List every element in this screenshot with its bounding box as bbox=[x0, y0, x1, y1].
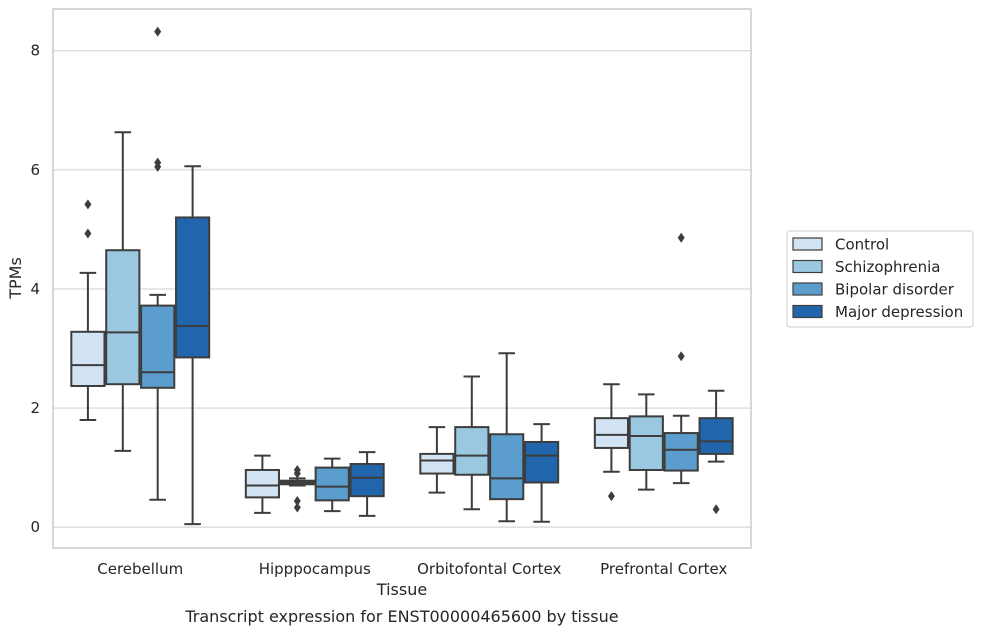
box-1-0 bbox=[105, 131, 141, 452]
box-groups bbox=[70, 26, 734, 526]
box-0-3 bbox=[593, 383, 629, 502]
y-tick-label: 0 bbox=[30, 518, 40, 536]
legend-label: Major depression bbox=[835, 303, 963, 321]
y-axis-title: TPMs bbox=[6, 257, 25, 300]
box-2-0 bbox=[140, 26, 176, 501]
box-3-1 bbox=[349, 451, 385, 517]
legend-swatch bbox=[792, 259, 823, 274]
y-tick-label: 2 bbox=[30, 399, 40, 417]
box-2-2 bbox=[489, 352, 525, 523]
chart-caption: Transcript expression for ENST0000046560… bbox=[184, 607, 618, 626]
box-iqr bbox=[244, 468, 280, 499]
box-iqr bbox=[105, 249, 141, 386]
y-tick-label: 4 bbox=[30, 280, 40, 298]
box-3-0 bbox=[175, 165, 211, 526]
box-1-3 bbox=[628, 393, 664, 491]
box-iqr bbox=[663, 432, 699, 472]
box-iqr bbox=[314, 466, 350, 502]
box-1-2 bbox=[454, 375, 490, 511]
x-axis-title: Tissue bbox=[376, 580, 427, 599]
box-iqr bbox=[349, 463, 385, 498]
box-iqr bbox=[489, 433, 525, 501]
y-tick-label: 8 bbox=[30, 42, 40, 60]
box-3-3 bbox=[698, 389, 734, 515]
legend-label: Control bbox=[835, 236, 889, 254]
legend-swatch bbox=[792, 304, 823, 319]
box-iqr bbox=[454, 426, 490, 476]
legend-label: Bipolar disorder bbox=[835, 281, 955, 299]
outlier-point bbox=[154, 157, 162, 168]
box-0-1 bbox=[244, 454, 280, 514]
x-tick-labels: Cerebellum Hipppocampus Orbitofontal Corte… bbox=[97, 560, 727, 578]
outlier-point bbox=[154, 26, 162, 37]
box-iqr bbox=[419, 452, 455, 475]
x-tick-label: Orbitofontal Cortex bbox=[417, 560, 561, 578]
box-iqr bbox=[593, 417, 629, 449]
outlier-point bbox=[607, 491, 615, 502]
box-3-2 bbox=[524, 423, 560, 523]
box-0-2 bbox=[419, 426, 455, 494]
legend-swatch bbox=[792, 237, 823, 251]
legend-frame bbox=[786, 230, 974, 328]
y-tick-label: 6 bbox=[30, 161, 40, 179]
box-iqr bbox=[70, 330, 106, 388]
box-iqr bbox=[698, 417, 734, 455]
legend: Control Schizophrenia Bipolar disorder Majo… bbox=[786, 230, 974, 328]
y-gridlines bbox=[53, 50, 751, 528]
outlier-point bbox=[84, 199, 92, 210]
y-tick-labels: 0 2 4 6 8 bbox=[30, 42, 40, 536]
x-tick-label: Cerebellum bbox=[97, 560, 183, 578]
box-1-1 bbox=[279, 464, 315, 513]
outlier-point bbox=[293, 495, 301, 506]
box-2-1 bbox=[314, 457, 350, 513]
legend-label: Schizophrenia bbox=[835, 258, 940, 276]
box-iqr bbox=[175, 216, 211, 359]
box-2-3 bbox=[663, 232, 699, 485]
outlier-point bbox=[293, 464, 301, 475]
outlier-point bbox=[677, 351, 685, 362]
box-iqr bbox=[140, 304, 176, 389]
legend-swatch bbox=[792, 282, 823, 296]
box-iqr bbox=[524, 440, 560, 484]
plot-frame bbox=[52, 8, 752, 549]
outlier-point bbox=[293, 502, 301, 513]
x-tick-label: Prefrontal Cortex bbox=[600, 560, 727, 578]
outlier-point bbox=[677, 232, 685, 243]
outlier-point bbox=[712, 504, 720, 515]
x-tick-label: Hipppocampus bbox=[259, 560, 371, 578]
box-iqr bbox=[628, 415, 664, 471]
box-0-0 bbox=[70, 199, 106, 421]
outlier-point bbox=[84, 228, 92, 239]
